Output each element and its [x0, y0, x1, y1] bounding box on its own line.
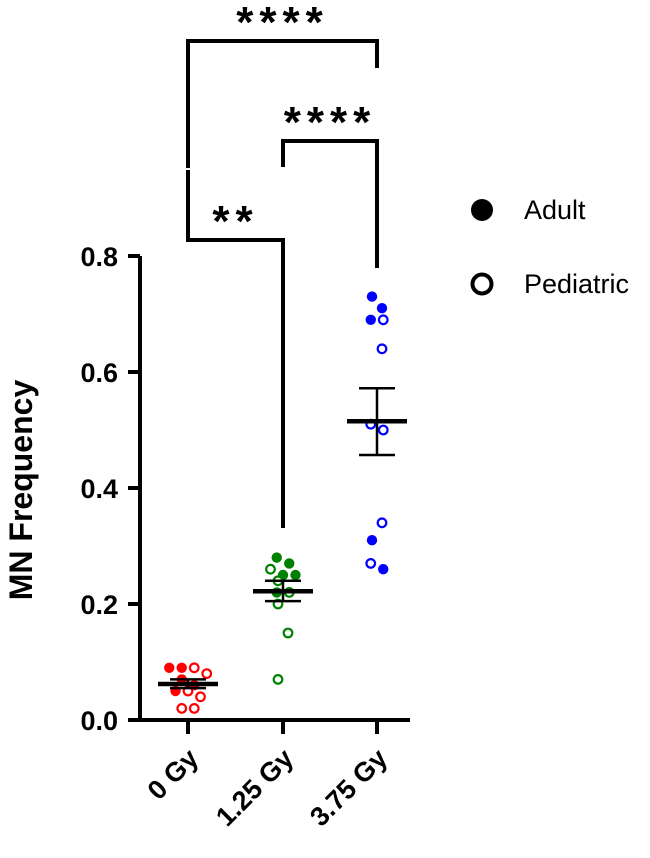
y-tick-label: 0.6: [80, 358, 118, 388]
x-tick-label: 3.75 Gy: [304, 743, 393, 832]
pediatric-point: [365, 558, 377, 569]
pediatric-point: [376, 517, 388, 529]
adult-point: [378, 564, 389, 575]
pediatric-point: [376, 343, 388, 355]
pediatric-point: [272, 674, 284, 685]
adult-point: [376, 303, 388, 314]
axes: 0.0 0.2 0.4 0.6 0.8 0 Gy 1.25 Gy 3.75 Gy: [80, 242, 410, 832]
legend-marker-pediatric: [470, 272, 494, 296]
pediatric-point: [377, 424, 389, 436]
adult-point: [366, 535, 378, 546]
y-tick-label: 0.4: [80, 474, 118, 504]
significance-bracket: [186, 170, 285, 528]
adult-point: [271, 552, 282, 563]
pediatric-point: [377, 314, 389, 326]
significance-brackets: **********: [186, 0, 379, 528]
data-points: [164, 291, 389, 714]
legend-label-pediatric: Pediatric: [524, 269, 629, 299]
x-tick-label: 0 Gy: [142, 743, 205, 806]
pediatric-point: [188, 662, 200, 674]
adult-point: [366, 291, 378, 302]
adult-point: [176, 662, 187, 673]
significance-label: ****: [284, 98, 377, 147]
significance-label: ****: [236, 0, 329, 47]
x-tick-label: 1.25 Gy: [210, 743, 299, 832]
adult-point: [290, 569, 301, 581]
y-tick-label: 0.8: [80, 242, 118, 272]
adult-point: [365, 314, 376, 325]
mean-sem-bars: [158, 386, 407, 690]
adult-point: [164, 662, 175, 673]
legend: Adult Pediatric: [470, 195, 629, 299]
pediatric-point: [195, 691, 206, 703]
significance-label: **: [212, 197, 258, 246]
y-axis-title: MN Frequency: [3, 380, 39, 601]
significance-bracket: [281, 139, 379, 268]
pediatric-point: [188, 703, 200, 714]
pediatric-point: [201, 668, 213, 679]
legend-label-adult: Adult: [524, 195, 586, 225]
significance-bracket: [186, 39, 379, 168]
pediatric-point: [282, 627, 294, 639]
pediatric-point: [265, 563, 276, 575]
y-tick-label: 0.0: [80, 706, 118, 736]
adult-point: [284, 558, 295, 569]
pediatric-point: [176, 703, 188, 714]
y-tick-label: 0.2: [80, 590, 118, 620]
legend-marker-adult: [471, 199, 493, 221]
